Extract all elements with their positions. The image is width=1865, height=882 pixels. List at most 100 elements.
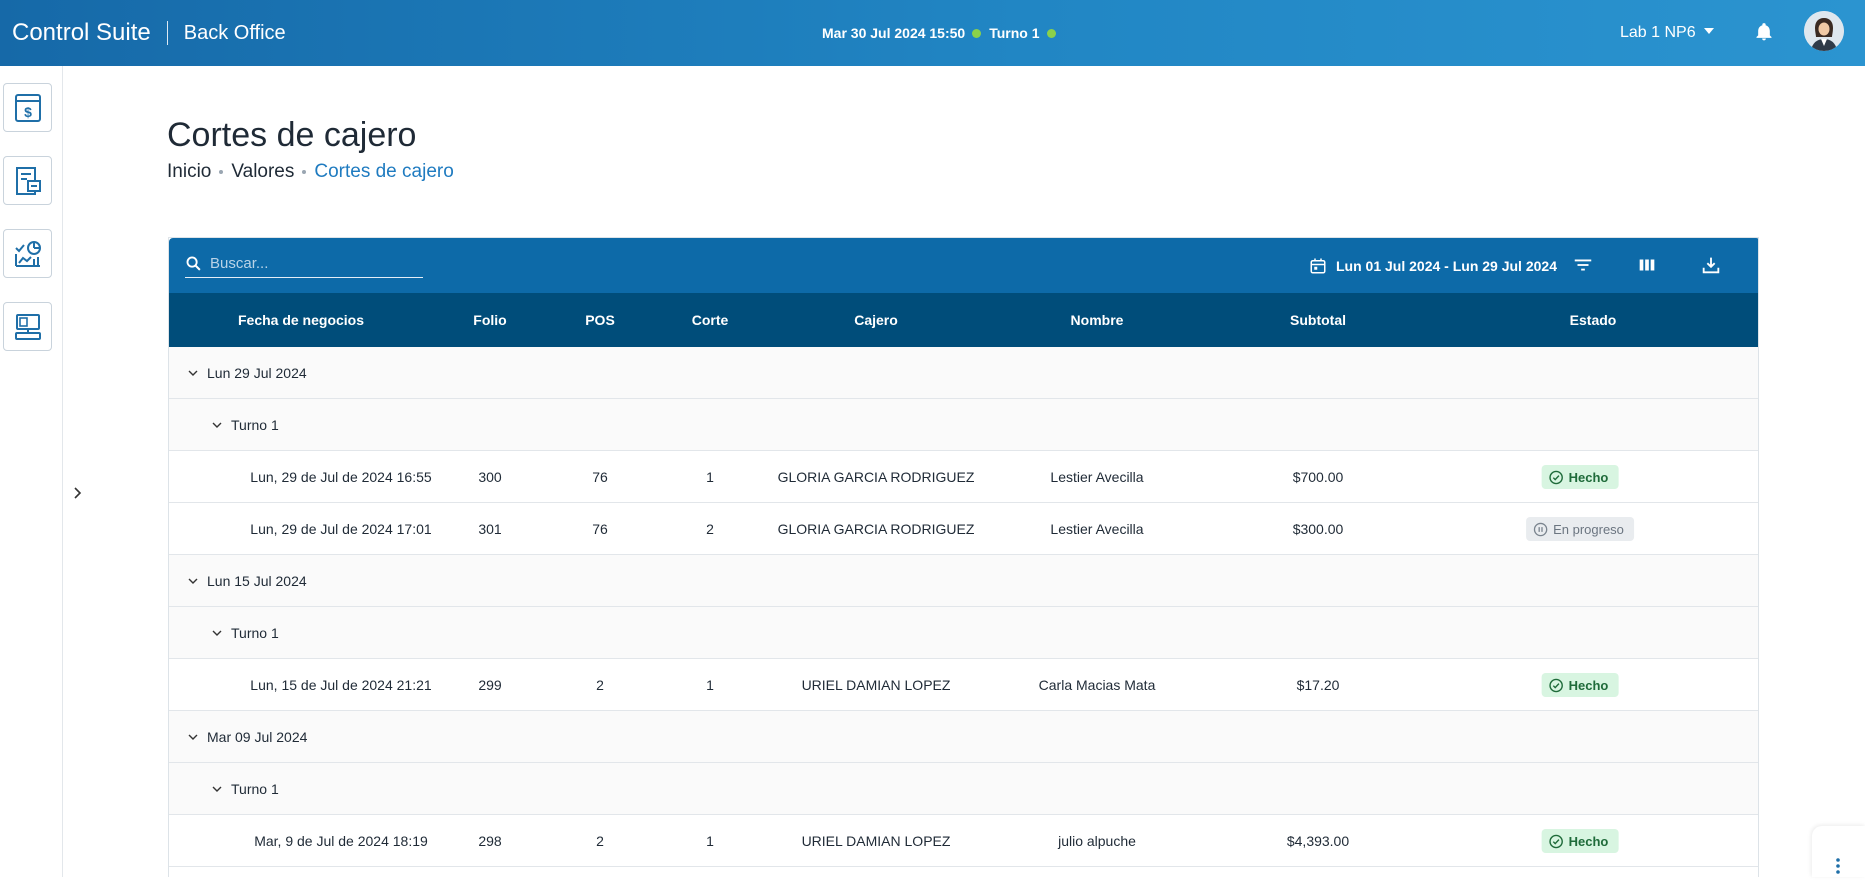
group-row-shift[interactable]: Turno 1 bbox=[169, 607, 1758, 659]
cell-folio: 301 bbox=[478, 521, 502, 537]
avatar-icon bbox=[1804, 11, 1844, 51]
table-row[interactable]: Mar, 9 de Jul de 2024 18:19 298 2 1 URIE… bbox=[169, 815, 1758, 867]
cell-nombre: Lestier Avecilla bbox=[1050, 521, 1144, 537]
date-status-dot bbox=[972, 28, 982, 38]
check-circle-icon bbox=[1549, 470, 1563, 484]
brand-name: Control Suite bbox=[12, 19, 151, 46]
column-header-pos[interactable]: POS bbox=[585, 312, 615, 328]
table-header: Fecha de negocios Folio POS Corte Cajero… bbox=[169, 293, 1758, 347]
column-header-fecha[interactable]: Fecha de negocios bbox=[237, 312, 365, 328]
breadcrumb-current: Cortes de cajero bbox=[314, 161, 454, 182]
search-input[interactable] bbox=[210, 255, 410, 272]
cell-subtotal: $300.00 bbox=[1292, 521, 1344, 537]
analytics-icon bbox=[14, 240, 41, 267]
group-row-date[interactable]: Mar 09 Jul 2024 bbox=[169, 711, 1758, 763]
status-badge: Hecho bbox=[1541, 673, 1619, 697]
chevron-down-icon bbox=[188, 578, 198, 584]
breadcrumb-values[interactable]: Valores bbox=[231, 161, 295, 182]
column-header-nombre[interactable]: Nombre bbox=[1070, 312, 1124, 328]
pause-circle-icon bbox=[1533, 522, 1548, 536]
user-avatar[interactable] bbox=[1804, 11, 1844, 51]
cell-estado: Hecho bbox=[1541, 659, 1619, 711]
table-row[interactable]: Lun, 15 de Jul de 2024 21:21 299 2 1 URI… bbox=[169, 659, 1758, 711]
check-circle-icon bbox=[1549, 678, 1563, 692]
group-row-shift[interactable]: Turno 1 bbox=[169, 763, 1758, 815]
brand-section: Back Office bbox=[183, 21, 286, 44]
cell-cajero: URIEL DAMIAN LOPEZ bbox=[801, 833, 951, 849]
caret-down-icon bbox=[1703, 28, 1714, 34]
table-row[interactable]: Lun, 29 de Jul de 2024 17:01 301 76 2 GL… bbox=[169, 503, 1758, 555]
brand[interactable]: Control Suite Back Office bbox=[12, 0, 286, 66]
cashier-cuts-table: Lun 01 Jul 2024 - Lun 29 Jul 2024 Fecha … bbox=[168, 237, 1759, 877]
chevron-down-icon bbox=[212, 630, 222, 636]
chevron-down-icon bbox=[188, 734, 198, 740]
location-label: Lab 1 NP6 bbox=[1620, 24, 1696, 41]
cell-folio: 299 bbox=[478, 677, 502, 693]
status-label: Hecho bbox=[1568, 469, 1609, 485]
cell-fecha: Lun, 29 de Jul de 2024 16:55 bbox=[250, 469, 432, 485]
bell-icon[interactable] bbox=[1754, 20, 1774, 44]
sidebar-item-pos[interactable] bbox=[3, 302, 52, 351]
top-bar: Control Suite Back Office Mar 30 Jul 202… bbox=[0, 0, 1865, 66]
download-icon[interactable] bbox=[1700, 254, 1722, 276]
status-label: En progreso bbox=[1553, 521, 1624, 537]
pos-terminal-icon bbox=[14, 313, 41, 340]
more-vertical-icon bbox=[1836, 858, 1840, 874]
location-selector[interactable]: Lab 1 NP6 bbox=[1620, 0, 1714, 66]
cell-subtotal: $700.00 bbox=[1292, 469, 1344, 485]
cell-cajero: URIEL DAMIAN LOPEZ bbox=[801, 677, 951, 693]
cell-estado: En progreso bbox=[1526, 503, 1634, 555]
search-icon bbox=[186, 256, 201, 271]
column-header-subtotal[interactable]: Subtotal bbox=[1290, 312, 1346, 328]
filter-icon[interactable] bbox=[1572, 254, 1594, 276]
date-range-picker[interactable]: Lun 01 Jul 2024 - Lun 29 Jul 2024 bbox=[1309, 238, 1557, 293]
cell-estado: Hecho bbox=[1541, 815, 1619, 867]
session-datetime: Mar 30 Jul 2024 15:50 bbox=[822, 25, 966, 41]
table-toolbar: Lun 01 Jul 2024 - Lun 29 Jul 2024 bbox=[169, 238, 1758, 293]
check-circle-icon bbox=[1549, 834, 1563, 848]
cell-nombre: Lestier Avecilla bbox=[1050, 469, 1144, 485]
columns-icon[interactable] bbox=[1636, 254, 1658, 276]
chevron-down-icon bbox=[212, 786, 222, 792]
svg-text:$: $ bbox=[24, 104, 32, 120]
cell-cajero: GLORIA GARCIA RODRIGUEZ bbox=[777, 469, 975, 485]
table-row[interactable]: Lun, 29 de Jul de 2024 16:55 300 76 1 GL… bbox=[169, 451, 1758, 503]
page-title: Cortes de cajero bbox=[167, 116, 417, 154]
group-row-shift[interactable]: Turno 1 bbox=[169, 399, 1758, 451]
search-box bbox=[185, 250, 423, 278]
sidebar-item-analytics[interactable] bbox=[3, 229, 52, 278]
group-date-label: Lun 15 Jul 2024 bbox=[207, 573, 307, 589]
cell-subtotal: $4,393.00 bbox=[1286, 833, 1350, 849]
status-badge: Hecho bbox=[1541, 829, 1619, 853]
column-header-corte[interactable]: Corte bbox=[691, 312, 729, 328]
column-header-estado[interactable]: Estado bbox=[1569, 312, 1617, 328]
cell-folio: 300 bbox=[478, 469, 502, 485]
group-row-date[interactable]: Lun 29 Jul 2024 bbox=[169, 347, 1758, 399]
chevron-down-icon bbox=[212, 422, 222, 428]
session-shift: Turno 1 bbox=[989, 25, 1040, 41]
breadcrumb: Inicio Valores Cortes de cajero bbox=[167, 161, 454, 183]
chevron-right-icon[interactable] bbox=[72, 486, 84, 500]
cell-nombre: julio alpuche bbox=[1058, 833, 1136, 849]
cell-corte: 1 bbox=[706, 833, 714, 849]
more-options-button[interactable] bbox=[1812, 826, 1865, 877]
cell-fecha: Lun, 29 de Jul de 2024 17:01 bbox=[250, 521, 432, 537]
breadcrumb-home[interactable]: Inicio bbox=[167, 161, 212, 182]
cell-fecha: Mar, 9 de Jul de 2024 18:19 bbox=[254, 833, 428, 849]
column-header-cajero[interactable]: Cajero bbox=[854, 312, 898, 328]
sidebar-item-reports[interactable] bbox=[3, 156, 52, 205]
group-row-date[interactable]: Lun 15 Jul 2024 bbox=[169, 555, 1758, 607]
group-date-label: Mar 09 Jul 2024 bbox=[207, 729, 308, 745]
status-label: Hecho bbox=[1568, 833, 1609, 849]
report-icon bbox=[15, 166, 41, 195]
cell-corte: 2 bbox=[706, 521, 714, 537]
brand-divider bbox=[166, 21, 168, 45]
sidebar-item-cash[interactable]: $ bbox=[3, 83, 52, 132]
shift-status-dot bbox=[1046, 28, 1056, 38]
cell-fecha: Lun, 15 de Jul de 2024 21:21 bbox=[250, 677, 432, 693]
cell-corte: 1 bbox=[706, 677, 714, 693]
column-header-folio[interactable]: Folio bbox=[473, 312, 507, 328]
breadcrumb-separator bbox=[302, 170, 307, 174]
cell-pos: 76 bbox=[592, 469, 608, 485]
group-shift-label: Turno 1 bbox=[231, 781, 279, 797]
